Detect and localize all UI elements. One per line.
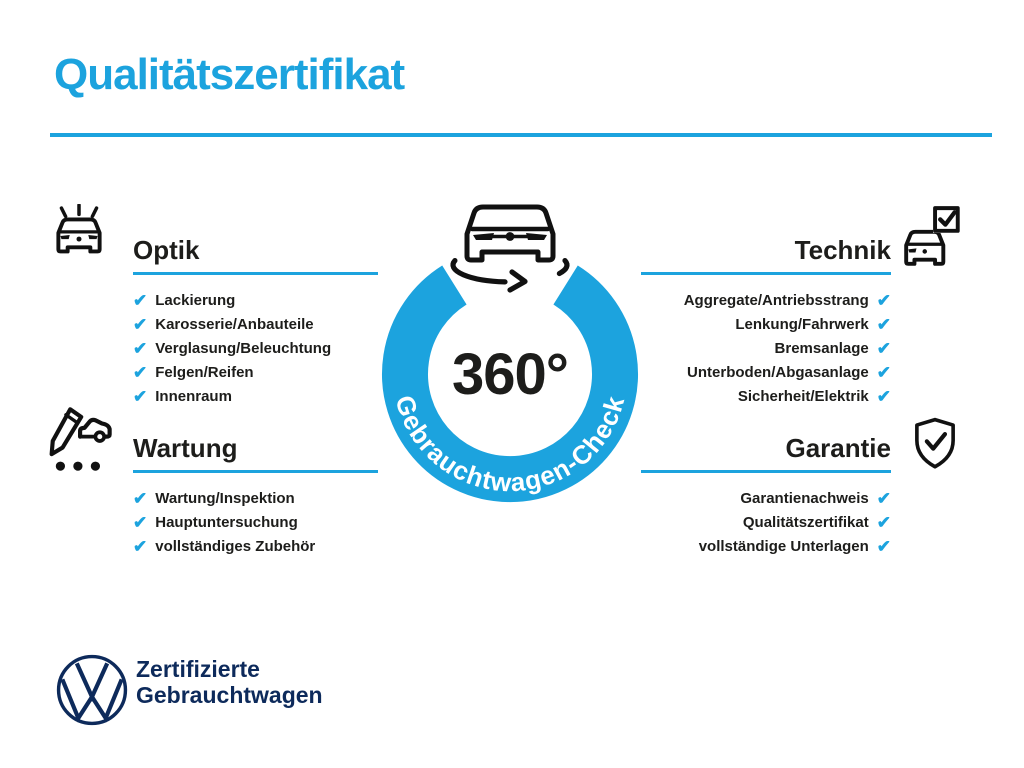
check-item-label: Karosserie/Anbauteile xyxy=(155,315,314,333)
check-item-label: Hauptuntersuchung xyxy=(155,513,298,531)
check-icon: ✔ xyxy=(876,386,891,406)
check-item: Qualitätszertifikat ✔ xyxy=(633,511,891,535)
footer-line1: Zertifizierte xyxy=(136,656,260,682)
check-item: ✔ vollständiges Zubehör xyxy=(133,535,391,559)
section-title-technik: Technik xyxy=(794,235,891,265)
check-item: ✔ Hauptuntersuchung xyxy=(133,511,391,535)
check-item-label: Bremsanlage xyxy=(774,339,869,357)
section-title-optik: Optik xyxy=(133,235,200,265)
check-item-label: Wartung/Inspektion xyxy=(155,489,295,507)
check-item: ✔ Verglasung/Beleuchtung xyxy=(133,337,391,361)
technik-checklist: Aggregate/Antriebsstrang ✔ Lenkung/Fahrwe… xyxy=(633,289,891,409)
check-item-label: Lackierung xyxy=(155,291,236,309)
check-item: Lenkung/Fahrwerk ✔ xyxy=(633,313,891,337)
check-icon: ✔ xyxy=(876,290,891,310)
badge-360-ring: Gebrauchtwagen-Check 360° xyxy=(360,224,660,529)
check-icon: ✔ xyxy=(133,488,148,508)
section-title-garantie: Garantie xyxy=(785,433,892,463)
check-item: ✔ Wartung/Inspektion xyxy=(133,487,391,511)
check-item-label: vollständiges Zubehör xyxy=(155,537,316,555)
check-icon: ✔ xyxy=(133,536,148,556)
pencil-car-checklist-icon xyxy=(44,406,114,476)
car-shine-icon xyxy=(46,204,112,270)
check-icon: ✔ xyxy=(133,290,148,310)
title-divider xyxy=(50,133,992,137)
check-item: Aggregate/Antriebsstrang ✔ xyxy=(633,289,891,313)
optik-checklist: ✔ Lackierung ✔ Karosserie/Anbauteile ✔ Verg… xyxy=(133,289,391,409)
check-item: ✔ Innenraum xyxy=(133,385,391,409)
check-icon: ✔ xyxy=(133,386,148,406)
garantie-checklist: Garantienachweis ✔ Qualitätszertifikat ✔ v… xyxy=(633,487,891,559)
check-icon: ✔ xyxy=(876,314,891,334)
check-icon: ✔ xyxy=(133,338,148,358)
check-icon: ✔ xyxy=(133,362,148,382)
check-item: ✔ Karosserie/Anbauteile xyxy=(133,313,391,337)
check-icon: ✔ xyxy=(876,536,891,556)
section-technik: Technik Aggregate/Antriebsstrang ✔ Lenkun… xyxy=(633,236,891,409)
vw-logo xyxy=(54,652,130,733)
check-item: Unterboden/Abgasanlage ✔ xyxy=(633,361,891,385)
shield-check-icon xyxy=(906,416,964,474)
footer-line2: Gebrauchtwagen xyxy=(136,682,323,708)
car-rotate-icon xyxy=(440,192,580,305)
check-item-label: Aggregate/Antriebsstrang xyxy=(683,291,869,309)
check-item-label: Verglasung/Beleuchtung xyxy=(155,339,332,357)
check-item: Garantienachweis ✔ xyxy=(633,487,891,511)
check-icon: ✔ xyxy=(876,512,891,532)
check-item-label: Garantienachweis xyxy=(740,489,869,507)
check-item-label: Innenraum xyxy=(155,387,232,405)
check-item: ✔ Felgen/Reifen xyxy=(133,361,391,385)
section-rule xyxy=(641,271,891,275)
check-icon: ✔ xyxy=(876,488,891,508)
check-item-label: Lenkung/Fahrwerk xyxy=(735,315,869,333)
check-item-label: Unterboden/Abgasanlage xyxy=(687,363,869,381)
check-item-label: Sicherheit/Elektrik xyxy=(737,387,869,405)
section-garantie: Garantie Garantienachweis ✔ Qualitätszert… xyxy=(633,434,891,559)
section-rule xyxy=(641,469,891,473)
section-title-wartung: Wartung xyxy=(133,433,238,463)
section-rule xyxy=(133,469,378,473)
check-item: Bremsanlage ✔ xyxy=(633,337,891,361)
check-icon: ✔ xyxy=(133,314,148,334)
footer-brand-text: Zertifizierte Gebrauchtwagen xyxy=(136,656,323,708)
check-item: vollständige Unterlagen ✔ xyxy=(633,535,891,559)
page-title: Qualitätszertifikat xyxy=(54,50,405,99)
wartung-checklist: ✔ Wartung/Inspektion ✔ Hauptuntersuchung ✔… xyxy=(133,487,391,559)
section-optik: Optik ✔ Lackierung ✔ Karosserie/Anbauteile… xyxy=(133,236,391,409)
badge-center-label: 360° xyxy=(452,342,568,407)
check-item-label: Qualitätszertifikat xyxy=(742,513,869,531)
check-icon: ✔ xyxy=(876,362,891,382)
check-item-label: Felgen/Reifen xyxy=(155,363,254,381)
car-checkbox-icon xyxy=(900,204,966,270)
check-icon: ✔ xyxy=(876,338,891,358)
check-item: ✔ Lackierung xyxy=(133,289,391,313)
check-icon: ✔ xyxy=(133,512,148,532)
check-item-label: vollständige Unterlagen xyxy=(698,537,869,555)
check-item: Sicherheit/Elektrik ✔ xyxy=(633,385,891,409)
section-rule xyxy=(133,271,378,275)
section-wartung: Wartung ✔ Wartung/Inspektion ✔ Hauptunters… xyxy=(133,434,391,559)
